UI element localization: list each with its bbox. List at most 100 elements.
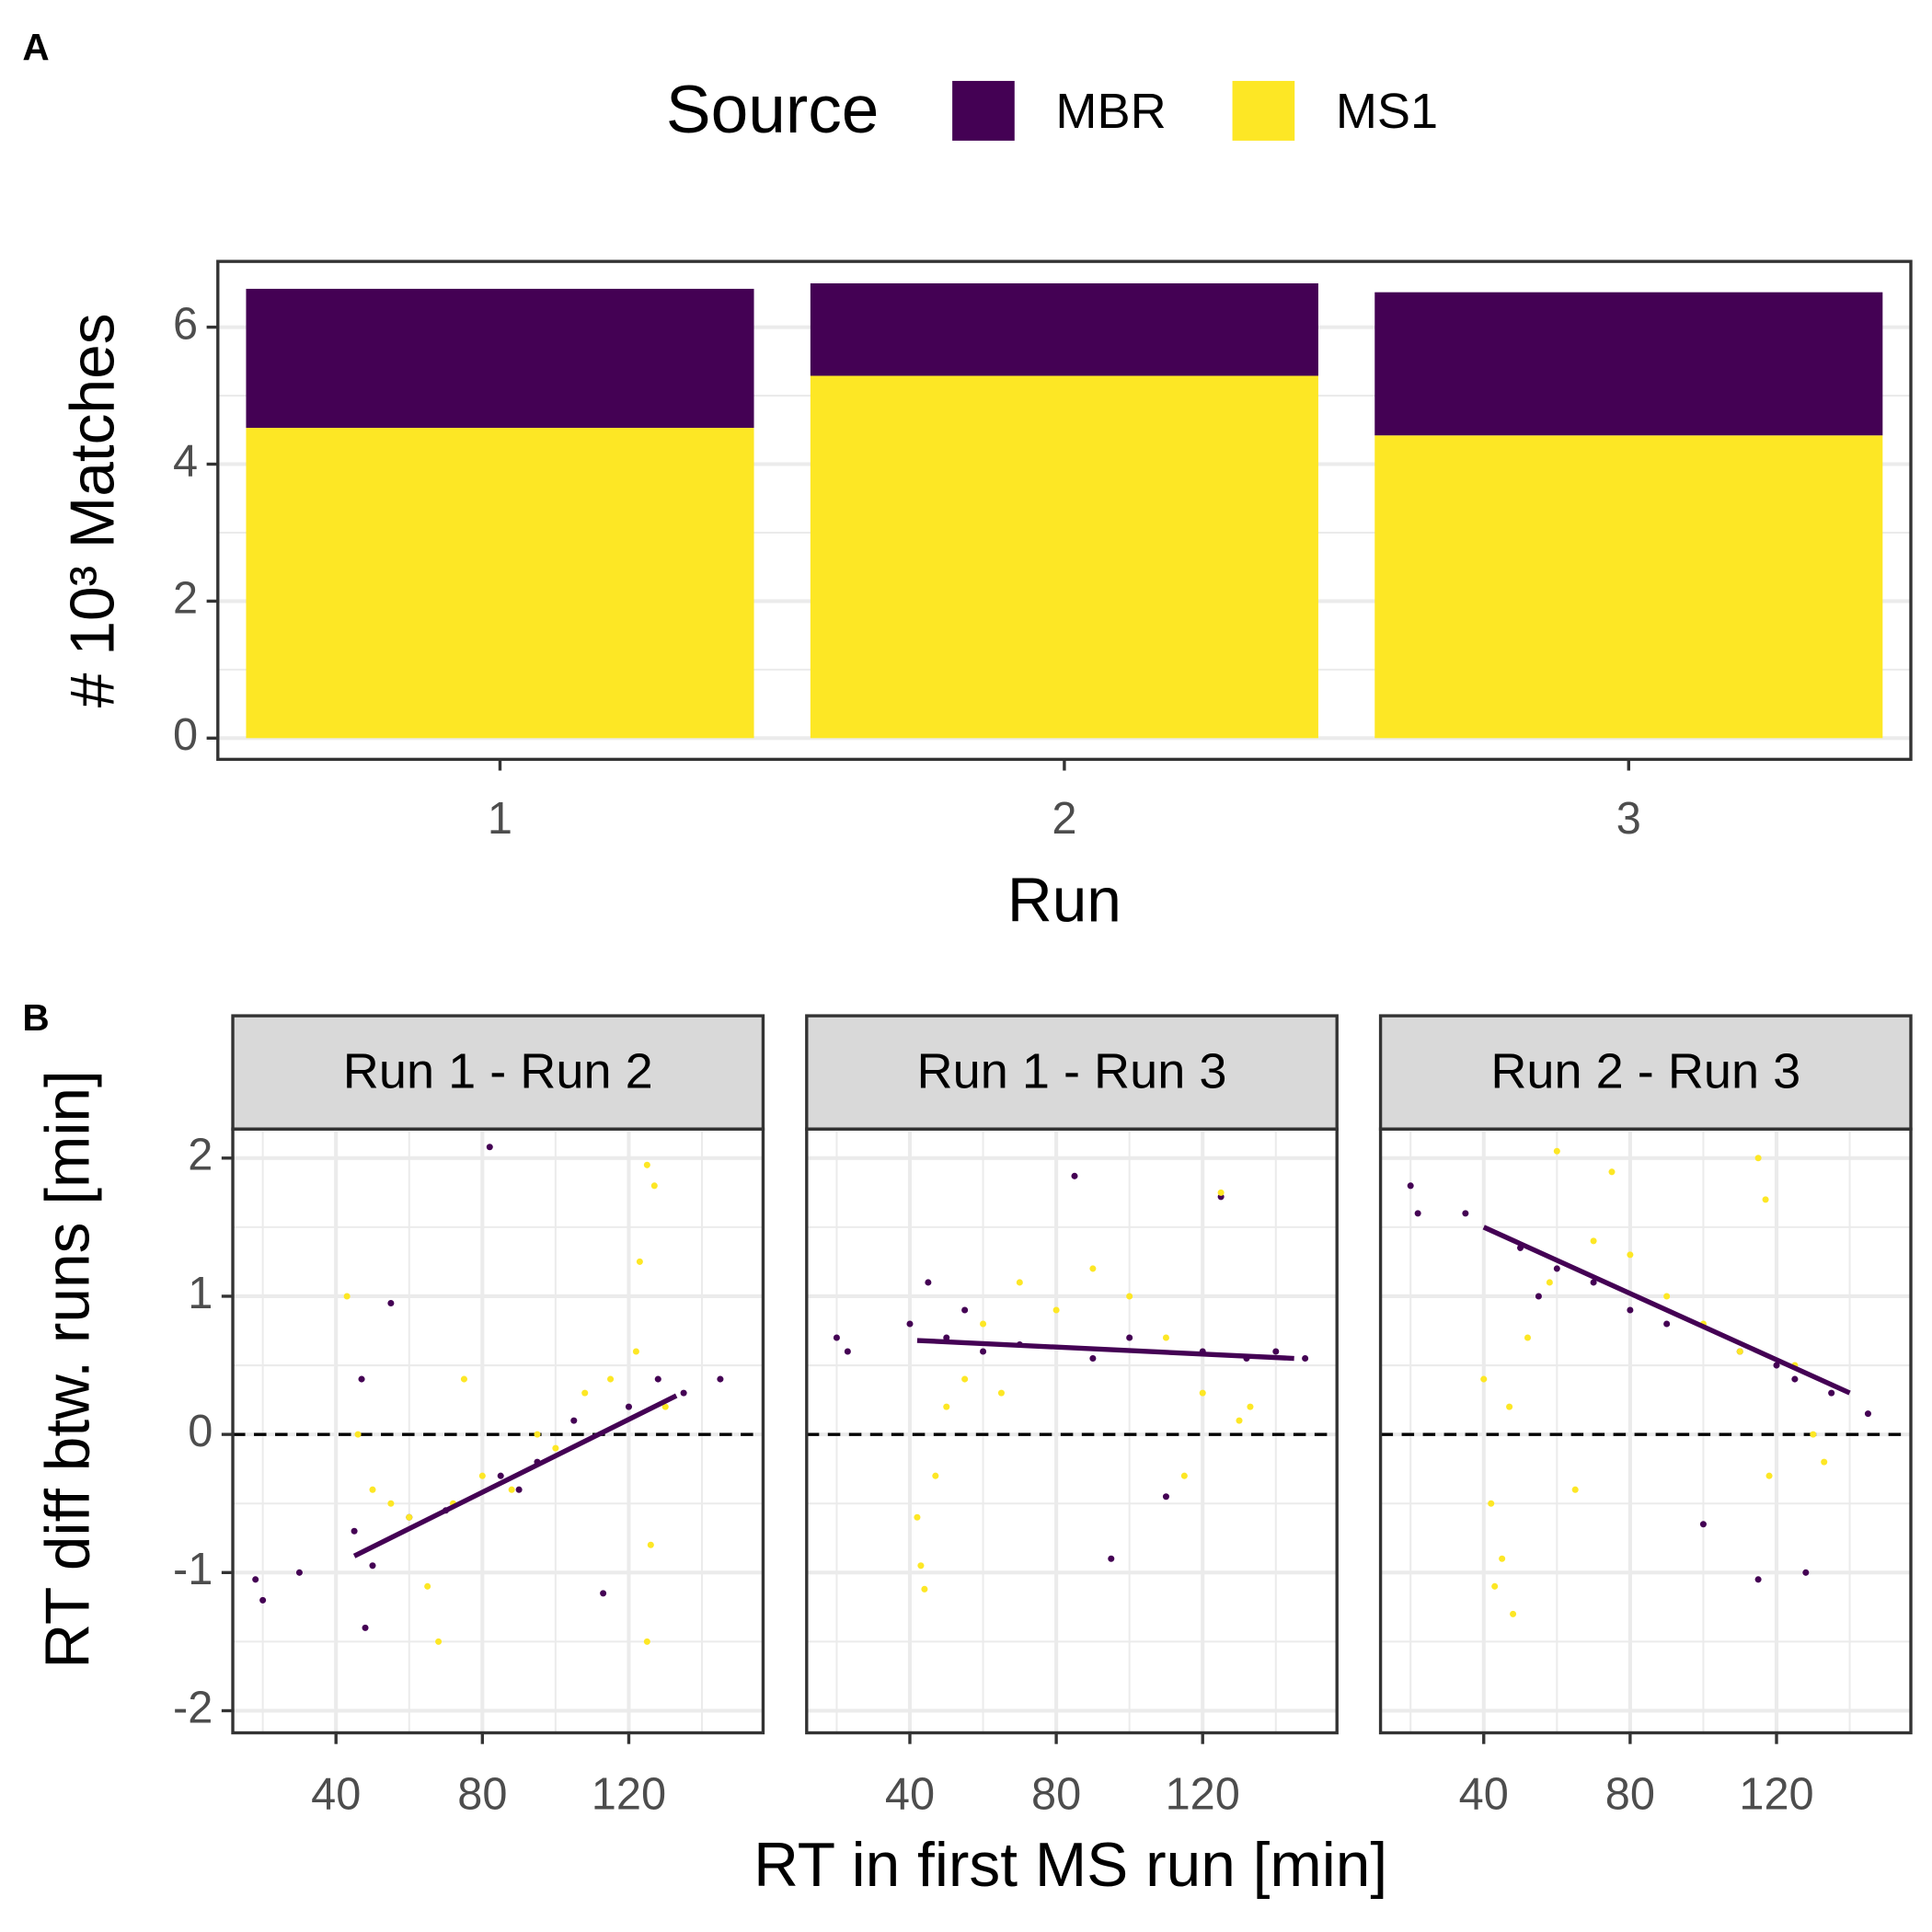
point bbox=[1407, 1182, 1414, 1190]
point bbox=[1762, 1196, 1769, 1203]
point bbox=[943, 1403, 950, 1410]
point bbox=[252, 1576, 259, 1583]
point bbox=[387, 1500, 395, 1507]
point bbox=[1462, 1210, 1469, 1217]
x-axis-title: RT in first MS run [min] bbox=[753, 1831, 1387, 1900]
point bbox=[625, 1403, 632, 1410]
x-tick-label: 2 bbox=[1052, 794, 1076, 844]
point bbox=[1663, 1320, 1671, 1328]
point bbox=[460, 1375, 467, 1383]
point bbox=[1089, 1265, 1097, 1272]
point bbox=[1627, 1251, 1634, 1259]
point bbox=[961, 1375, 969, 1383]
point bbox=[1162, 1493, 1169, 1501]
point bbox=[906, 1320, 914, 1328]
point bbox=[1754, 1576, 1762, 1583]
point bbox=[717, 1375, 724, 1383]
point bbox=[552, 1444, 559, 1452]
point bbox=[654, 1375, 661, 1383]
point bbox=[1571, 1486, 1579, 1493]
x-tick-label: 40 bbox=[885, 1770, 935, 1820]
point bbox=[1488, 1500, 1495, 1507]
point bbox=[1506, 1403, 1513, 1410]
point bbox=[1553, 1265, 1560, 1272]
point bbox=[387, 1299, 395, 1306]
point bbox=[643, 1638, 650, 1645]
point bbox=[961, 1306, 969, 1314]
point bbox=[435, 1638, 443, 1645]
point bbox=[1302, 1355, 1309, 1363]
bar-segment bbox=[246, 288, 754, 429]
point bbox=[1162, 1334, 1169, 1341]
point bbox=[632, 1348, 639, 1355]
point bbox=[1071, 1172, 1078, 1179]
point bbox=[1546, 1279, 1553, 1286]
legend-label: MBR bbox=[1055, 84, 1166, 139]
point bbox=[1553, 1147, 1560, 1155]
bar-segment bbox=[810, 282, 1318, 376]
strip bbox=[231, 1014, 765, 1131]
point bbox=[932, 1472, 939, 1479]
strip bbox=[805, 1014, 1339, 1131]
point bbox=[1199, 1389, 1206, 1397]
point bbox=[508, 1486, 515, 1493]
point bbox=[1663, 1293, 1671, 1300]
point bbox=[980, 1348, 987, 1355]
point bbox=[1510, 1610, 1517, 1617]
point bbox=[1810, 1431, 1817, 1438]
point bbox=[1773, 1362, 1780, 1369]
point bbox=[534, 1431, 541, 1438]
point bbox=[661, 1403, 669, 1410]
point bbox=[1480, 1375, 1488, 1383]
strip-label: Run 1 - Run 2 bbox=[343, 1044, 653, 1099]
x-tick-label: 120 bbox=[1739, 1770, 1813, 1820]
point bbox=[1217, 1189, 1225, 1196]
x-tick-label: 80 bbox=[1605, 1770, 1655, 1820]
point bbox=[515, 1486, 523, 1493]
point bbox=[921, 1585, 928, 1593]
point bbox=[833, 1334, 840, 1341]
point bbox=[1754, 1155, 1762, 1162]
point bbox=[1535, 1293, 1542, 1300]
panel-border bbox=[216, 259, 1913, 762]
point bbox=[424, 1582, 431, 1590]
point bbox=[607, 1375, 615, 1383]
legend-swatch bbox=[1232, 80, 1295, 141]
point bbox=[358, 1375, 365, 1383]
y-axis-title: # 10³ Matches bbox=[58, 313, 127, 707]
point bbox=[1791, 1375, 1799, 1383]
strip-label: Run 2 - Run 3 bbox=[1490, 1044, 1800, 1099]
point bbox=[1765, 1472, 1773, 1479]
x-axis-title: Run bbox=[1007, 867, 1121, 936]
point bbox=[1052, 1306, 1060, 1314]
x-tick-label: 80 bbox=[457, 1770, 507, 1820]
strip-label: Run 1 - Run 3 bbox=[917, 1044, 1227, 1099]
y-tick-label: 4 bbox=[173, 436, 198, 486]
panel-tag: A bbox=[22, 26, 49, 68]
point bbox=[1821, 1458, 1828, 1466]
point bbox=[680, 1389, 687, 1397]
point bbox=[1590, 1237, 1597, 1245]
y-tick-label: -1 bbox=[173, 1545, 213, 1594]
point bbox=[917, 1562, 925, 1570]
x-tick-label: 120 bbox=[1166, 1770, 1240, 1820]
point bbox=[1524, 1334, 1532, 1341]
point bbox=[1802, 1569, 1810, 1576]
x-tick-label: 80 bbox=[1031, 1770, 1081, 1820]
point bbox=[1499, 1555, 1506, 1562]
x-tick-label: 120 bbox=[592, 1770, 666, 1820]
point bbox=[1736, 1348, 1743, 1355]
x-tick-label: 3 bbox=[1616, 794, 1641, 844]
y-tick-label: 0 bbox=[188, 1407, 213, 1456]
point bbox=[1864, 1410, 1871, 1418]
point bbox=[1590, 1279, 1597, 1286]
point bbox=[259, 1596, 267, 1604]
strip bbox=[1378, 1014, 1913, 1131]
point bbox=[1126, 1334, 1133, 1341]
point bbox=[351, 1527, 358, 1535]
point bbox=[354, 1431, 362, 1438]
panel-border bbox=[1378, 1127, 1913, 1735]
y-tick-label: 6 bbox=[173, 299, 198, 349]
point bbox=[980, 1320, 987, 1328]
point bbox=[1828, 1389, 1835, 1397]
